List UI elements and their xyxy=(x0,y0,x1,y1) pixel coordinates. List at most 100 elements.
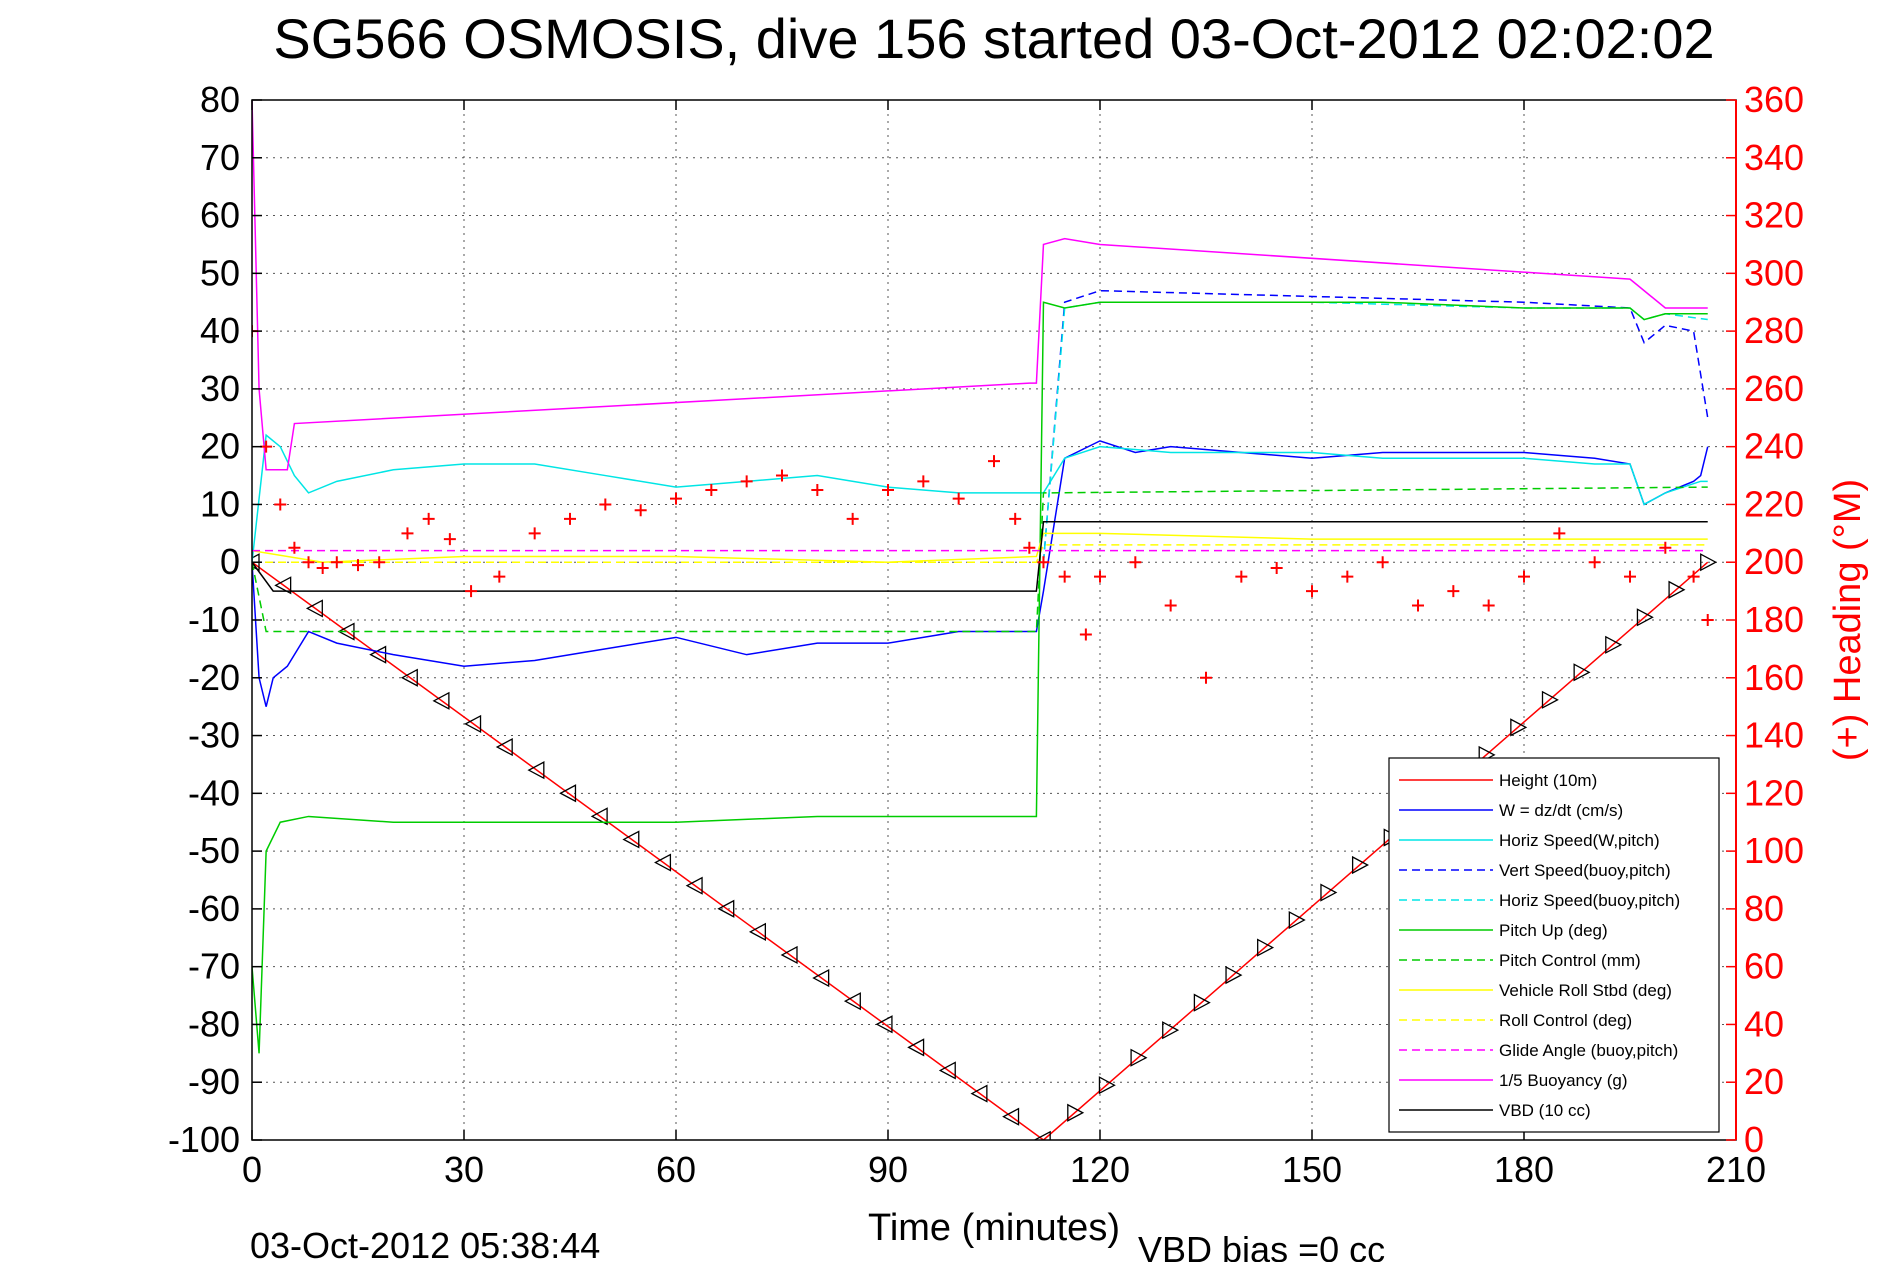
right-tick-label: 260 xyxy=(1744,368,1804,409)
heading-point xyxy=(776,469,788,482)
height-marker xyxy=(464,714,482,734)
right-tick-label: 300 xyxy=(1744,252,1804,293)
height-marker xyxy=(495,737,513,757)
heading-point xyxy=(846,512,859,525)
y-tick-label: -80 xyxy=(188,1003,240,1044)
right-tick-label: 140 xyxy=(1744,715,1804,756)
height-marker xyxy=(685,876,703,895)
y-tick-label: -90 xyxy=(188,1061,240,1102)
height-marker xyxy=(1541,690,1559,709)
y-tick-label: 50 xyxy=(200,252,240,293)
y-tick-label: -30 xyxy=(188,715,240,756)
y-tick-label: 40 xyxy=(200,310,240,351)
y-tick-label: 80 xyxy=(200,79,240,120)
legend-label: Height (10m) xyxy=(1499,771,1597,790)
heading-point xyxy=(1023,541,1036,554)
legend-label: Horiz Speed(W,pitch) xyxy=(1499,831,1660,850)
heading-point xyxy=(274,498,287,511)
height-marker xyxy=(369,645,387,664)
height-marker xyxy=(1288,910,1306,930)
tick-layer: 0 30 60 90 120 150 180 21080706050403020100-10-… xyxy=(168,79,1804,1190)
height-marker xyxy=(1098,1076,1116,1095)
x-tick-label: 180 xyxy=(1494,1149,1554,1190)
right-tick-label: 120 xyxy=(1744,772,1804,813)
right-tick-label: 80 xyxy=(1744,888,1784,929)
heading-point xyxy=(1306,585,1318,598)
right-tick-label: 60 xyxy=(1744,946,1784,987)
height-marker xyxy=(1130,1048,1148,1067)
heading-point xyxy=(443,533,456,546)
heading-point xyxy=(288,541,301,554)
height-marker xyxy=(938,1061,956,1080)
height-marker xyxy=(1257,938,1275,957)
heading-point xyxy=(1518,570,1530,583)
height-marker xyxy=(1700,553,1718,572)
height-marker xyxy=(1605,635,1623,654)
heading-point xyxy=(1129,556,1142,569)
heading-point xyxy=(422,512,435,525)
footer-vbd-bias: VBD bias =0 cc xyxy=(1138,1229,1385,1262)
height-marker xyxy=(1668,580,1686,599)
x-tick-label: 120 xyxy=(1070,1149,1130,1190)
chart-title: SG566 OSMOSIS, dive 156 started 03-Oct-2… xyxy=(273,7,1714,70)
right-tick-label: 320 xyxy=(1744,195,1804,236)
x-tick-label: 60 xyxy=(656,1149,696,1190)
heading-point xyxy=(1687,570,1700,583)
height-marker xyxy=(1162,1021,1180,1040)
height-marker xyxy=(907,1038,925,1057)
height-marker xyxy=(1573,663,1591,682)
right-tick-label: 0 xyxy=(1744,1119,1764,1160)
series-line xyxy=(252,486,1708,633)
legend-label: Roll Control (deg) xyxy=(1499,1011,1632,1030)
heading-point xyxy=(1624,570,1636,583)
series-line xyxy=(252,100,1708,471)
legend-label: Pitch Control (mm) xyxy=(1499,951,1641,970)
heading-point xyxy=(988,455,1000,468)
series-line xyxy=(1042,289,1709,563)
heading-point xyxy=(401,527,414,540)
x-tick-label: 0 xyxy=(242,1149,262,1190)
y-tick-label: 60 xyxy=(200,195,240,236)
heading-point xyxy=(1701,614,1714,626)
heading-point xyxy=(670,492,682,505)
y-tick-label: 30 xyxy=(200,368,240,409)
height-marker xyxy=(1002,1107,1020,1126)
right-tick-label: 180 xyxy=(1744,599,1804,640)
series-line xyxy=(252,521,1708,592)
heading-point xyxy=(952,492,965,505)
heading-point xyxy=(1588,556,1601,569)
series-line xyxy=(252,433,1708,563)
height-marker xyxy=(622,830,640,849)
right-tick-label: 160 xyxy=(1744,657,1804,698)
heading-point xyxy=(352,559,364,572)
height-marker xyxy=(1225,966,1243,985)
heading-point xyxy=(1200,671,1212,684)
right-tick-label: 20 xyxy=(1744,1061,1784,1102)
heading-point xyxy=(1037,556,1050,569)
y-tick-label: -10 xyxy=(188,599,240,640)
height-marker xyxy=(875,1015,893,1034)
heading-point xyxy=(1009,512,1022,525)
heading-point xyxy=(373,556,386,569)
x-tick-label: 150 xyxy=(1282,1149,1342,1190)
right-tick-label: 240 xyxy=(1744,426,1804,467)
y-tick-label: 10 xyxy=(200,483,240,524)
series-line xyxy=(252,561,1709,1140)
height-marker xyxy=(527,761,545,780)
height-marker xyxy=(274,576,292,595)
height-marker xyxy=(1193,993,1211,1012)
y-tick-label: 20 xyxy=(200,426,240,467)
height-marker xyxy=(1320,883,1338,902)
y-tick-label: -60 xyxy=(188,888,240,929)
legend-label: Pitch Up (deg) xyxy=(1499,921,1608,940)
series-line xyxy=(252,544,1708,563)
height-marker xyxy=(1510,718,1528,737)
heading-point xyxy=(740,475,753,488)
heading-point xyxy=(1482,599,1495,612)
heading-point xyxy=(1376,556,1389,569)
y-tick-label: -50 xyxy=(188,830,240,871)
height-marker xyxy=(812,968,830,988)
series-line xyxy=(252,532,1708,563)
series-line xyxy=(252,301,1708,1054)
heading-point xyxy=(493,570,506,583)
